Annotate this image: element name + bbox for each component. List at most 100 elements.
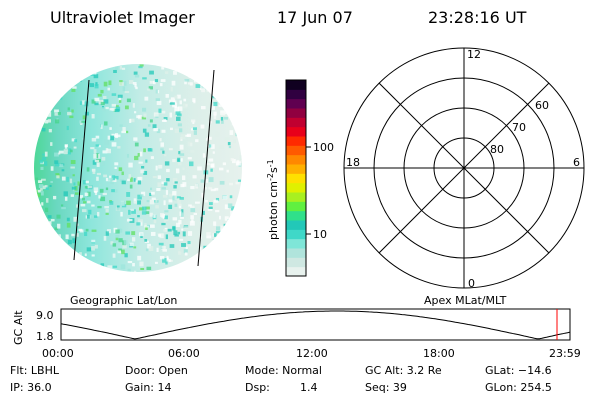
- uv-speckle: [34, 124, 38, 127]
- uv-speckle: [241, 226, 242, 231]
- uv-speckle: [237, 179, 241, 182]
- uv-speckle: [87, 214, 90, 219]
- uv-speckle: [195, 183, 199, 187]
- uv-speckle: [128, 209, 131, 215]
- uv-speckle: [175, 111, 181, 115]
- uv-speckle: [163, 221, 166, 226]
- uv-speckle: [37, 77, 41, 82]
- uv-speckle: [224, 65, 230, 69]
- uv-speckle: [149, 80, 155, 84]
- uv-speckle: [66, 250, 72, 254]
- uv-speckle: [178, 106, 183, 111]
- uv-speckle: [132, 82, 137, 85]
- uv-speckle: [119, 80, 123, 84]
- uv-speckle: [139, 176, 143, 181]
- uv-speckle: [177, 202, 182, 206]
- uv-speckle: [97, 205, 102, 209]
- uv-speckle: [234, 84, 239, 89]
- uv-speckle: [201, 192, 204, 197]
- uv-speckle: [76, 265, 81, 269]
- uv-speckle: [139, 64, 144, 67]
- uv-speckle: [174, 106, 180, 112]
- uv-speckle: [208, 206, 213, 210]
- uv-speckle: [134, 83, 137, 88]
- uv-speckle: [236, 105, 240, 110]
- uv-speckle: [97, 153, 101, 159]
- uv-speckle: [58, 150, 64, 154]
- uv-speckle: [121, 204, 127, 208]
- uv-speckle: [141, 166, 145, 169]
- uv-speckle: [217, 66, 221, 72]
- uv-speckle: [225, 64, 230, 69]
- uv-speckle: [174, 109, 178, 114]
- uv-speckle: [40, 94, 44, 97]
- uv-speckle: [206, 86, 210, 92]
- uv-speckle: [191, 219, 194, 223]
- uv-speckle: [63, 78, 67, 83]
- uv-speckle: [149, 70, 154, 75]
- uv-speckle: [127, 268, 131, 272]
- uv-speckle: [189, 221, 195, 226]
- uv-speckle: [174, 105, 177, 108]
- uv-speckle: [156, 187, 161, 192]
- uv-speckle: [225, 107, 229, 112]
- uv-speckle: [195, 183, 199, 189]
- uv-speckle: [226, 169, 229, 173]
- uv-speckle: [142, 107, 147, 112]
- uv-speckle: [166, 178, 170, 182]
- uv-speckle: [210, 249, 215, 253]
- uv-speckle: [188, 74, 191, 78]
- uv-speckle: [66, 176, 69, 182]
- uv-speckle: [122, 80, 127, 86]
- uv-speckle: [39, 248, 44, 251]
- uv-speckle: [131, 231, 136, 236]
- uv-speckle: [101, 105, 105, 109]
- uv-speckle: [150, 187, 153, 191]
- uv-speckle: [91, 254, 95, 257]
- uv-speckle: [77, 181, 80, 186]
- uv-speckle: [237, 210, 242, 213]
- uv-speckle: [172, 191, 177, 196]
- uv-speckle: [201, 85, 207, 90]
- uv-speckle: [173, 185, 177, 189]
- uv-speckle: [62, 266, 66, 271]
- uv-speckle: [121, 180, 126, 185]
- uv-speckle: [88, 209, 92, 215]
- uv-speckle: [44, 119, 49, 124]
- uv-speckle: [133, 71, 138, 75]
- uv-speckle: [60, 163, 65, 166]
- uv-speckle: [172, 159, 176, 163]
- door-status: Door: Open: [125, 364, 188, 377]
- uv-speckle: [65, 68, 70, 72]
- uv-speckle: [187, 82, 193, 85]
- uv-speckle: [50, 166, 54, 171]
- uv-speckle: [74, 185, 78, 191]
- uv-speckle: [176, 222, 180, 228]
- uv-speckle: [199, 246, 202, 251]
- uv-speckle: [233, 251, 238, 256]
- mlt-label-12: 12: [467, 48, 481, 61]
- uv-speckle: [94, 190, 98, 194]
- uv-speckle: [218, 73, 223, 77]
- uv-speckle: [117, 205, 120, 209]
- uv-speckle: [54, 227, 59, 231]
- uv-speckle: [115, 229, 120, 234]
- uv-speckle: [56, 175, 60, 179]
- mlt-label-18: 18: [346, 156, 360, 169]
- colorbar-unit-label: photon cm-2s-1: [266, 159, 280, 240]
- uv-speckle: [100, 124, 103, 128]
- uv-speckle: [86, 269, 91, 272]
- uv-speckle: [179, 128, 183, 133]
- uv-speckle: [85, 259, 90, 264]
- uv-speckle: [67, 112, 72, 116]
- uv-speckle: [147, 88, 151, 91]
- uv-speckle: [156, 247, 159, 253]
- uv-speckle: [229, 195, 233, 199]
- uv-speckle: [44, 185, 48, 188]
- uv-speckle: [155, 165, 158, 171]
- uv-speckle: [118, 100, 122, 103]
- uv-speckle: [107, 265, 113, 270]
- timeline-y-bottom: 1.8: [36, 330, 54, 343]
- uv-speckle: [119, 81, 122, 86]
- uv-speckle: [224, 109, 227, 115]
